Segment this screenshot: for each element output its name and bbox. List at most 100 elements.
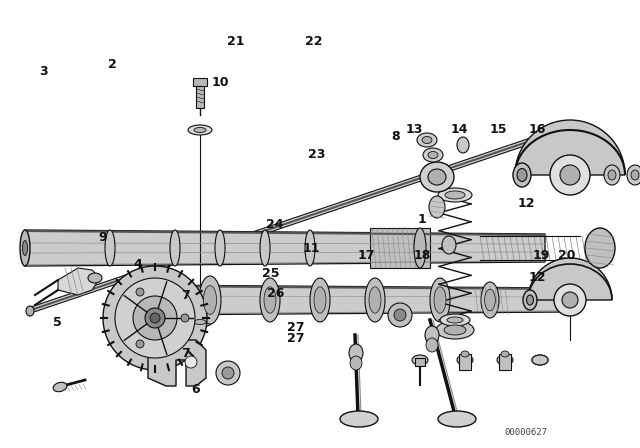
- Text: 3: 3: [39, 65, 48, 78]
- Circle shape: [136, 288, 144, 296]
- Ellipse shape: [608, 170, 616, 180]
- Ellipse shape: [105, 230, 115, 266]
- Ellipse shape: [88, 273, 102, 283]
- Bar: [196, 86, 204, 108]
- Text: 10: 10: [212, 76, 230, 90]
- Ellipse shape: [125, 285, 135, 315]
- Text: 23: 23: [308, 148, 326, 161]
- Text: 24: 24: [266, 217, 284, 231]
- Text: 00000627: 00000627: [504, 427, 547, 436]
- Ellipse shape: [264, 287, 276, 313]
- Ellipse shape: [501, 351, 509, 357]
- Circle shape: [554, 284, 586, 316]
- Ellipse shape: [444, 325, 466, 335]
- Text: 18: 18: [413, 249, 431, 262]
- Ellipse shape: [260, 278, 280, 322]
- Ellipse shape: [260, 230, 270, 266]
- Bar: [499, 354, 511, 370]
- Ellipse shape: [442, 236, 456, 254]
- Ellipse shape: [215, 230, 225, 266]
- Ellipse shape: [420, 162, 454, 192]
- Text: 1: 1: [418, 213, 427, 226]
- Ellipse shape: [340, 411, 378, 427]
- Ellipse shape: [532, 355, 548, 365]
- Ellipse shape: [440, 314, 470, 326]
- Bar: [370, 228, 430, 268]
- Ellipse shape: [365, 278, 385, 322]
- Ellipse shape: [429, 196, 445, 218]
- Ellipse shape: [484, 289, 495, 311]
- Text: 12: 12: [529, 271, 547, 284]
- Ellipse shape: [417, 133, 437, 147]
- Text: 2: 2: [108, 58, 116, 72]
- Circle shape: [216, 361, 240, 385]
- Ellipse shape: [436, 321, 474, 339]
- Ellipse shape: [481, 282, 499, 318]
- Ellipse shape: [438, 411, 476, 427]
- Text: 19: 19: [532, 249, 550, 262]
- Text: 12: 12: [517, 197, 535, 211]
- Circle shape: [185, 356, 197, 368]
- Wedge shape: [515, 120, 625, 175]
- Ellipse shape: [527, 295, 534, 305]
- Ellipse shape: [194, 319, 206, 324]
- Ellipse shape: [53, 382, 67, 392]
- Ellipse shape: [423, 148, 443, 162]
- Ellipse shape: [461, 351, 469, 357]
- Ellipse shape: [426, 338, 438, 352]
- Ellipse shape: [457, 137, 469, 153]
- Circle shape: [150, 313, 160, 323]
- Circle shape: [222, 367, 234, 379]
- Text: 22: 22: [305, 34, 323, 48]
- Ellipse shape: [412, 355, 428, 365]
- Circle shape: [394, 309, 406, 321]
- Text: 11: 11: [303, 242, 321, 255]
- Ellipse shape: [349, 344, 363, 362]
- Ellipse shape: [204, 286, 216, 314]
- Ellipse shape: [20, 230, 30, 266]
- Ellipse shape: [430, 278, 450, 322]
- Ellipse shape: [22, 241, 28, 255]
- Ellipse shape: [26, 306, 34, 316]
- Polygon shape: [58, 268, 100, 295]
- Ellipse shape: [314, 287, 326, 313]
- Circle shape: [181, 314, 189, 322]
- Wedge shape: [528, 258, 612, 300]
- Polygon shape: [28, 133, 545, 314]
- Text: 21: 21: [227, 34, 244, 48]
- Text: 17: 17: [357, 249, 375, 262]
- Text: 27: 27: [287, 332, 305, 345]
- Text: 6: 6: [191, 383, 200, 396]
- Text: 26: 26: [266, 287, 284, 300]
- Polygon shape: [148, 340, 206, 386]
- Text: 13: 13: [406, 123, 424, 137]
- Ellipse shape: [369, 287, 381, 313]
- Circle shape: [103, 266, 207, 370]
- Ellipse shape: [350, 356, 362, 370]
- Ellipse shape: [310, 278, 330, 322]
- Text: 5: 5: [53, 316, 62, 329]
- Circle shape: [115, 278, 195, 358]
- Ellipse shape: [434, 287, 446, 313]
- Text: 7: 7: [181, 347, 190, 361]
- Ellipse shape: [513, 163, 531, 187]
- Ellipse shape: [585, 228, 615, 268]
- Text: 4: 4: [133, 258, 142, 271]
- Ellipse shape: [305, 230, 315, 266]
- Circle shape: [550, 155, 590, 195]
- Ellipse shape: [457, 355, 473, 365]
- Ellipse shape: [422, 137, 432, 143]
- Circle shape: [388, 303, 412, 327]
- Text: 9: 9: [98, 231, 107, 244]
- Ellipse shape: [517, 168, 527, 181]
- Ellipse shape: [425, 326, 439, 344]
- Ellipse shape: [604, 165, 620, 185]
- Circle shape: [133, 296, 177, 340]
- Text: 27: 27: [287, 320, 305, 334]
- Ellipse shape: [199, 276, 221, 324]
- Polygon shape: [130, 285, 560, 315]
- Polygon shape: [25, 230, 545, 266]
- Circle shape: [145, 308, 165, 328]
- Text: 16: 16: [529, 123, 547, 137]
- Text: 15: 15: [489, 123, 507, 137]
